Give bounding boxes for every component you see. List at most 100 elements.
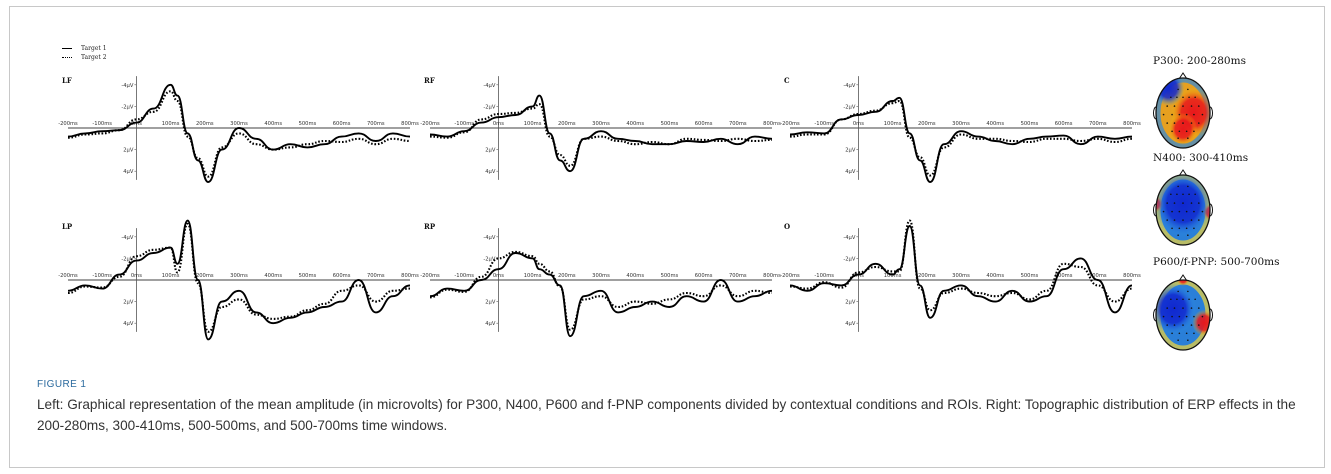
electrode-dot bbox=[1166, 307, 1169, 309]
electrode-dot bbox=[1190, 307, 1193, 309]
electrode-dot bbox=[1188, 298, 1190, 301]
electrode-dot bbox=[1171, 227, 1173, 230]
erp-panel-o: O -200ms -100ms 0ms 100ms 200ms 300ms 400ms 500m… bbox=[780, 219, 1141, 332]
electrode-dot bbox=[1187, 339, 1189, 341]
panel-label: O bbox=[784, 222, 790, 231]
y-tick-label: -2µV bbox=[121, 104, 133, 110]
x-tick-label: 0ms bbox=[853, 273, 864, 279]
electrode-dot bbox=[1182, 96, 1184, 99]
topomap-p300 bbox=[1150, 70, 1216, 157]
y-tick-label: 4µV bbox=[485, 321, 496, 327]
x-tick-label: 600ms bbox=[1055, 273, 1073, 279]
electrode-dot bbox=[1173, 122, 1176, 124]
electrode-dot bbox=[1190, 219, 1193, 221]
electrode-dot bbox=[1178, 130, 1181, 133]
electrode-dot bbox=[1166, 122, 1169, 124]
series-line-target-1 bbox=[789, 225, 1133, 319]
series-line-target-1 bbox=[429, 94, 773, 173]
electrode-dot bbox=[1177, 185, 1179, 188]
solid-line-icon bbox=[62, 48, 72, 49]
y-tick-label: -4µV bbox=[121, 83, 133, 89]
panel-label: RF bbox=[424, 76, 435, 85]
electrode-dot bbox=[1170, 96, 1172, 99]
y-tick-label: -2µV bbox=[843, 256, 855, 262]
x-tick-label: 700ms bbox=[367, 273, 385, 279]
scalp-map bbox=[1156, 175, 1210, 245]
x-tick-label: 500ms bbox=[299, 121, 317, 127]
electrode-dot bbox=[1187, 234, 1189, 236]
electrode-dot bbox=[1197, 105, 1200, 107]
electrode-dot bbox=[1173, 219, 1176, 221]
electrode-dot bbox=[1171, 210, 1173, 213]
x-tick-label: 300ms bbox=[592, 121, 610, 127]
topomap-head bbox=[1153, 72, 1213, 149]
electrode-dot bbox=[1162, 113, 1165, 116]
topomap-title: P600/f-PNP: 500-700ms bbox=[1153, 256, 1280, 268]
x-tick-label: 200ms bbox=[196, 273, 214, 279]
x-tick-label: -100ms bbox=[814, 121, 834, 127]
topomap-head bbox=[1153, 169, 1213, 246]
electrode-dot bbox=[1187, 185, 1189, 188]
x-tick-label: -100ms bbox=[92, 121, 112, 127]
electrode-dot bbox=[1162, 315, 1165, 318]
x-tick-label: 400ms bbox=[626, 121, 644, 127]
electrode-dot bbox=[1177, 290, 1179, 293]
erp-panel-rf: RF -200ms -100ms 0ms 100ms 200ms 300ms 400ms 500… bbox=[420, 76, 781, 180]
electrode-dot bbox=[1178, 332, 1181, 335]
positive-region bbox=[1176, 280, 1190, 286]
x-tick-label: 500ms bbox=[1021, 273, 1039, 279]
erp-panel-lp: LP -200ms -100ms 0ms 100ms 200ms 300ms 400ms 500… bbox=[58, 219, 419, 341]
x-tick-label: 100ms bbox=[162, 121, 180, 127]
electrode-dot bbox=[1173, 105, 1176, 107]
x-tick-label: 400ms bbox=[626, 273, 644, 279]
electrode-dot bbox=[1190, 202, 1193, 204]
series-line-target-2 bbox=[789, 219, 1133, 312]
figure-caption: Left: Graphical representation of the me… bbox=[37, 397, 1296, 433]
x-tick-label: 100ms bbox=[884, 273, 902, 279]
y-tick-label: 2µV bbox=[845, 300, 856, 306]
y-tick-label: -2µV bbox=[483, 104, 495, 110]
x-tick-label: 0ms bbox=[131, 273, 142, 279]
x-tick-label: 300ms bbox=[592, 273, 610, 279]
electrode-dot bbox=[1201, 315, 1204, 318]
electrode-dot bbox=[1197, 307, 1200, 309]
x-tick-label: 800ms bbox=[763, 121, 781, 127]
electrode-dot bbox=[1201, 113, 1204, 116]
x-tick-label: 600ms bbox=[333, 273, 351, 279]
electrode-dot bbox=[1197, 324, 1200, 326]
electrode-dot bbox=[1178, 315, 1181, 318]
electrode-dot bbox=[1182, 122, 1184, 124]
electrode-dot bbox=[1193, 210, 1195, 213]
y-tick-label: 4µV bbox=[123, 169, 134, 175]
legend-entry-target-2: Target 2 bbox=[62, 53, 107, 62]
legend-entry-target-1: Target 1 bbox=[62, 44, 107, 53]
erp-panel-rp: RP -200ms -100ms 0ms 100ms 200ms 300ms 400ms 500… bbox=[420, 222, 781, 338]
electrode-dot bbox=[1197, 122, 1200, 124]
erp-panel-c: C -200ms -100ms 0ms 100ms 200ms 300ms 400ms 500m… bbox=[780, 76, 1141, 183]
x-tick-label: -200ms bbox=[420, 121, 440, 127]
y-tick-label: -4µV bbox=[121, 235, 133, 241]
x-tick-label: 400ms bbox=[264, 121, 282, 127]
series-line-target-2 bbox=[429, 250, 773, 331]
electrode-dot bbox=[1173, 202, 1176, 204]
x-tick-label: -100ms bbox=[454, 121, 474, 127]
x-tick-label: 600ms bbox=[333, 121, 351, 127]
negative-region bbox=[1156, 283, 1197, 335]
electrode-dot bbox=[1185, 210, 1188, 213]
electrode-dot bbox=[1182, 105, 1184, 107]
electrode-dot bbox=[1187, 88, 1189, 91]
x-tick-label: 200ms bbox=[918, 273, 936, 279]
legend: Target 1 Target 2 bbox=[62, 44, 107, 62]
x-tick-label: 500ms bbox=[661, 121, 679, 127]
y-tick-label: -4µV bbox=[483, 235, 495, 241]
electrode-dot bbox=[1193, 315, 1195, 318]
series-line-target-2 bbox=[429, 103, 773, 167]
electrode-dot bbox=[1182, 324, 1184, 326]
x-tick-label: 0ms bbox=[131, 121, 142, 127]
y-tick-label: -2µV bbox=[121, 256, 133, 262]
electrode-dot bbox=[1185, 227, 1188, 230]
electrode-dot bbox=[1182, 298, 1184, 301]
electrode-dot bbox=[1177, 339, 1179, 341]
x-tick-label: 0ms bbox=[853, 121, 864, 127]
